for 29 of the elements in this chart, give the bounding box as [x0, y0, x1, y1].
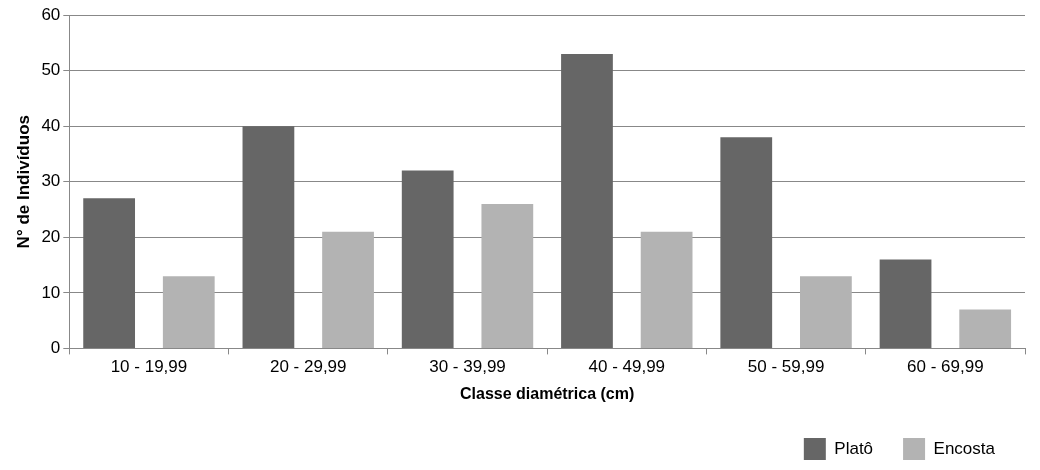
- bar: [322, 231, 374, 348]
- y-axis-title: N° de Indivíduos: [13, 115, 33, 249]
- x-tick-label: 10 - 19,99: [110, 357, 188, 377]
- x-axis-title: Classe diamétrica (cm): [460, 384, 635, 402]
- x-tick-label: 20 - 29,99: [269, 357, 347, 377]
- bar: [640, 231, 693, 348]
- bar: [83, 198, 136, 348]
- bar: [162, 276, 215, 348]
- y-tick-label: 0: [50, 338, 61, 358]
- legend-label: Encosta: [933, 438, 996, 458]
- y-tick-label: 20: [41, 226, 61, 246]
- y-tick-label: 60: [41, 4, 61, 24]
- y-tick-label: 30: [41, 171, 61, 191]
- bar: [242, 126, 295, 348]
- legend-label: Platô: [834, 438, 874, 458]
- x-tick-label: 30 - 39,99: [429, 357, 506, 377]
- y-tick-label: 50: [41, 60, 61, 80]
- bar: [959, 309, 1012, 348]
- bar: [720, 137, 773, 348]
- y-tick-label: 40: [41, 115, 61, 135]
- x-tick-label: 40 - 49,99: [588, 357, 666, 377]
- bar: [800, 276, 852, 348]
- bar: [561, 53, 613, 348]
- x-tick-label: 60 - 69,99: [907, 357, 984, 377]
- bar: [879, 259, 932, 348]
- x-tick-label: 50 - 59,99: [747, 357, 825, 377]
- bar: [401, 170, 454, 348]
- y-tick-label: 10: [41, 282, 61, 302]
- bar: [481, 203, 534, 348]
